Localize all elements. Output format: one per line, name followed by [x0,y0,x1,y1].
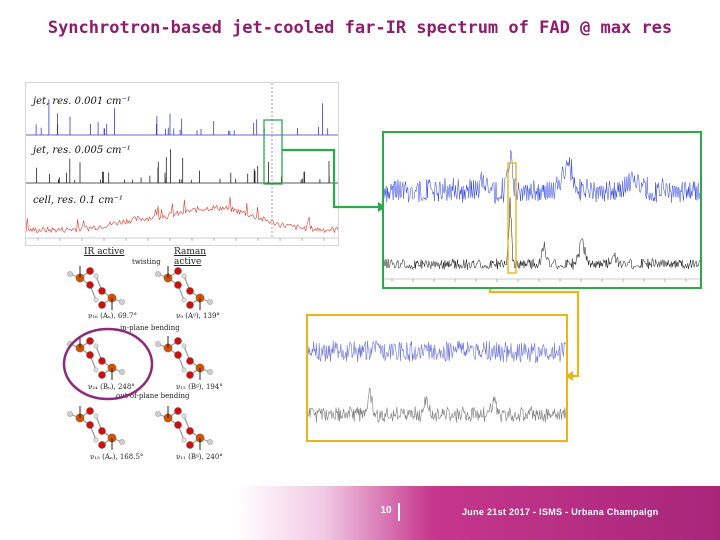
caption-mode-1: ν₁₆ (Aᵤ), 69.7° [88,312,137,320]
highlight-circle [62,327,154,401]
zoom-green-ticks [391,279,687,282]
caption-mode-5: ν₁₅ (Aᵤ), 168.5° [90,453,144,461]
page-number: 10 [380,505,392,516]
zoom-yellow-svg [308,340,566,423]
spectra-panel: jet, res. 0.001 cm⁻¹ jet, res. 0.005 cm⁻… [25,82,339,246]
molecule-5 [67,406,125,450]
zoom-green-svg [384,149,700,282]
trace-jet-high-res [26,99,338,136]
section-twisting: twisting [132,258,161,266]
caption-mode-2: ν₉ (Aᵍ), 139° [176,312,220,320]
molecules-svg [67,266,213,450]
molecule-1 [67,266,125,310]
x-axis-ticks [37,238,325,241]
zoom-panel-green [382,131,702,289]
zoom-panel-yellow [306,314,568,442]
trace-jet-low-res [26,149,338,184]
molecule-3 [67,336,125,380]
zoom-green-black-trace [384,197,700,271]
zoom-yellow-blue-trace [308,340,566,364]
header-ir-active: IR active [84,247,125,257]
section-in-plane-bending: in-plane bending [120,324,180,332]
yellow-arrowhead [565,371,573,381]
caption-mode-6: ν₁₁ (Bᵍ), 240° [176,453,223,461]
zoom-rect-green [263,119,283,185]
label-jet-low-res: jet, res. 0.005 cm⁻¹ [33,145,131,156]
vibration-modes-panel: IR active Raman active twisting in-plane… [58,246,226,464]
spectra-svg [26,83,338,241]
zoom-yellow-gray-trace [308,387,566,423]
trace-cell [26,196,338,234]
zoom-rect-yellow [507,162,517,274]
molecule-2 [155,266,213,310]
green-connector [282,148,378,209]
molecule-4 [155,336,213,380]
footer-separator [398,503,400,521]
zoom-green-blue-trace [384,149,700,204]
molecule-6 [155,406,213,450]
footer-text: June 21st 2017 - ISMS - Urbana Champaign [462,507,659,517]
section-out-of-plane-bending: out-of-plane bending [116,392,190,400]
label-cell: cell, res. 0.1 cm⁻¹ [33,195,123,206]
slide-title: Synchrotron-based jet-cooled far-IR spec… [47,18,673,38]
header-raman-active: Raman active [174,247,207,267]
label-jet-high-res: jet, res. 0.001 cm⁻¹ [33,96,131,107]
highlight-circle-svg [62,327,154,401]
footer-bar [0,486,720,540]
caption-mode-3: ν₂₄ (Bᵤ), 248° [88,383,135,391]
caption-mode-4: ν₁₂ (Bᵍ), 194° [176,383,223,391]
